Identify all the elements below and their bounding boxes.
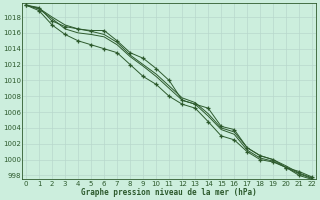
X-axis label: Graphe pression niveau de la mer (hPa): Graphe pression niveau de la mer (hPa) — [81, 188, 257, 197]
